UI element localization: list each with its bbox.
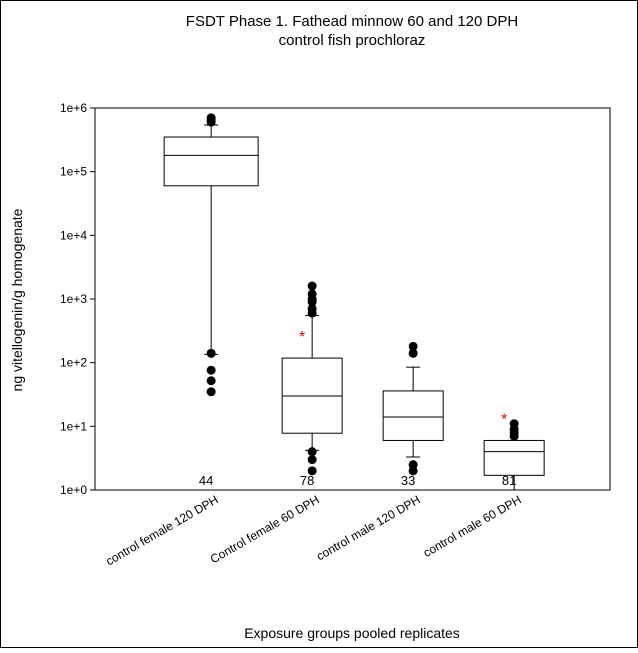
y-tick-label: 1e+2 xyxy=(60,356,87,370)
outlier xyxy=(408,341,418,351)
significance-marker: * xyxy=(501,411,507,428)
n-label: 44 xyxy=(199,473,213,488)
y-tick-label: 1e+0 xyxy=(60,483,87,497)
outlier xyxy=(509,419,519,429)
outlier xyxy=(408,460,418,470)
n-label: 81 xyxy=(502,473,516,488)
chart-title: control fish prochloraz xyxy=(279,32,426,49)
outlier xyxy=(307,304,317,314)
y-tick-label: 1e+5 xyxy=(60,165,87,179)
outlier xyxy=(206,113,216,123)
y-axis-label: ng vitellogenin/g homogenate xyxy=(9,208,25,391)
y-tick-label: 1e+4 xyxy=(60,228,87,242)
y-tick-label: 1e+1 xyxy=(60,419,87,433)
outlier xyxy=(206,387,216,397)
y-tick-label: 1e+3 xyxy=(60,292,87,306)
x-axis-label: Exposure groups pooled replicates xyxy=(244,625,460,641)
significance-marker: * xyxy=(299,329,305,346)
outlier xyxy=(307,289,317,299)
n-label: 78 xyxy=(300,473,314,488)
outlier xyxy=(307,447,317,457)
box xyxy=(163,136,259,187)
outlier xyxy=(307,281,317,291)
outlier xyxy=(206,376,216,386)
box xyxy=(483,439,545,476)
outlier xyxy=(408,348,418,358)
outlier xyxy=(408,466,418,476)
outlier xyxy=(307,466,317,476)
chart-title: FSDT Phase 1. Fathead minnow 60 and 120 … xyxy=(186,13,518,30)
box xyxy=(382,390,444,441)
outlier xyxy=(206,348,216,358)
y-tick-label: 1e+6 xyxy=(60,101,87,115)
outlier xyxy=(206,365,216,375)
n-label: 33 xyxy=(401,473,415,488)
outlier xyxy=(307,455,317,465)
